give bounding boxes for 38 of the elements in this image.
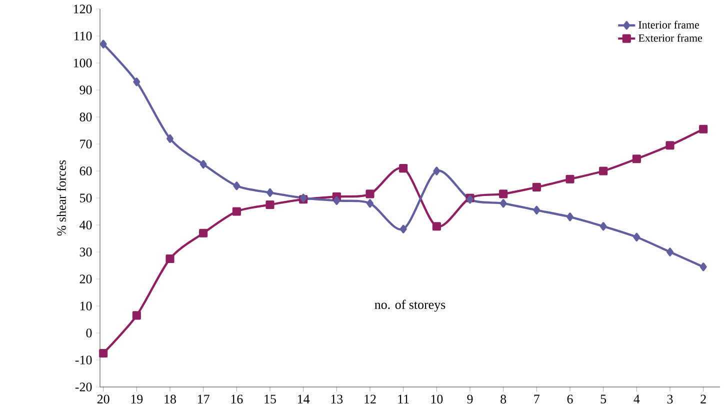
x-tick-label: 6 xyxy=(567,394,573,404)
x-tick-label: 17 xyxy=(198,394,210,404)
x-tick-label: 9 xyxy=(467,394,473,404)
x-tick-label: 20 xyxy=(97,394,110,404)
x-tick-label: 12 xyxy=(364,394,376,404)
x-tick-label: 10 xyxy=(431,394,443,404)
y-axis-title: % shear forces xyxy=(56,160,66,236)
y-tick-label: 120 xyxy=(74,4,92,14)
y-tick-label: 20 xyxy=(80,274,92,284)
x-tick-label: 8 xyxy=(500,394,506,404)
y-tick-label: 10 xyxy=(80,302,92,310)
legend-label: Exterior frame xyxy=(638,34,702,42)
x-tick-label: 11 xyxy=(398,394,409,404)
x-tick-label: 2 xyxy=(700,394,706,404)
legend-label: Interior frame xyxy=(638,20,699,29)
x-tick-label: 18 xyxy=(164,394,176,404)
y-tick-label: 100 xyxy=(74,58,92,68)
y-tick-label: 50 xyxy=(80,194,92,202)
x-axis-title: no. of storeys xyxy=(374,300,446,312)
y-tick-label: 110 xyxy=(74,32,92,40)
x-tick-label: 15 xyxy=(264,394,276,404)
x-tick-label: 16 xyxy=(231,394,243,404)
x-tick-label: 7 xyxy=(534,394,540,404)
y-tick-label: -10 xyxy=(75,356,92,364)
x-tick-label: 5 xyxy=(600,394,606,404)
y-tick-label: 40 xyxy=(80,220,92,230)
x-tick-label: 4 xyxy=(634,394,640,404)
y-tick-label: 90 xyxy=(80,86,92,94)
x-tick-label: 13 xyxy=(331,394,343,404)
y-tick-label: 30 xyxy=(80,248,92,256)
y-tick-label: 0 xyxy=(86,328,92,338)
x-tick-label: 3 xyxy=(667,394,673,404)
y-tick-label: 70 xyxy=(80,140,92,148)
y-tick-label: 80 xyxy=(80,112,92,122)
y-tick-label: 60 xyxy=(80,166,92,176)
x-tick-label: 14 xyxy=(298,394,310,404)
y-tick-label: -20 xyxy=(75,382,92,392)
x-tick-label: 19 xyxy=(131,394,143,404)
